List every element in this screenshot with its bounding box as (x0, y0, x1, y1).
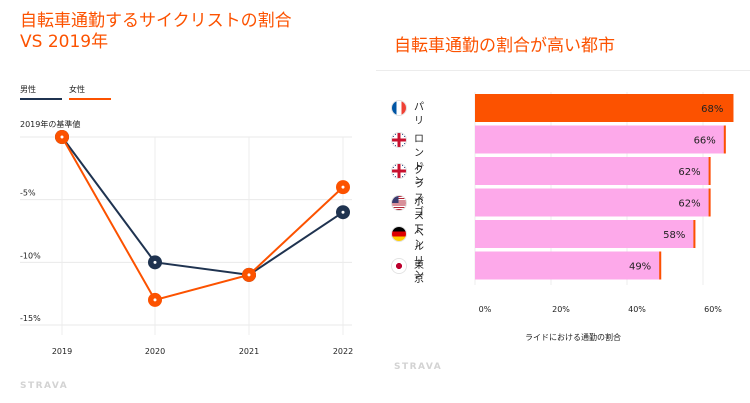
x-tick-label: 60% (704, 305, 722, 314)
left-chart-title-line-2: VS 2019年 (20, 32, 109, 52)
data-point-center (341, 185, 345, 189)
bar (475, 94, 734, 122)
bar-value-label: 68% (701, 104, 723, 115)
bar-cap (708, 188, 711, 217)
bar-value-label: 66% (694, 136, 716, 147)
left-chart-title: 自転車通勤するサイクリストの割合 VS 2019年 (20, 11, 292, 53)
city-label: ボストン (414, 196, 424, 250)
series-line-male (61, 136, 344, 276)
bar-value-label: 58% (663, 230, 685, 241)
bar (475, 157, 711, 185)
right-chart-panel: 自転車通勤の割合が高い都市 0% 20% 40% 60% ライドにおける通勤の割合 68%… (376, 0, 750, 403)
city-label: ロンドン (414, 133, 424, 187)
usa-flag-icon (392, 195, 406, 210)
bar-value-label: 62% (678, 167, 700, 178)
bar-cap (659, 251, 662, 280)
strava-logo-left: STRAVA (20, 381, 69, 391)
x-axis-title: ライドにおける通勤の割合 (525, 332, 621, 342)
y-tick-label: 2019年の基準値 (20, 119, 80, 129)
bar-cap (693, 220, 696, 248)
left-chart-title-line-1: 自転車通勤するサイクリストの割合 (20, 11, 292, 31)
x-tick-label: 2020 (145, 347, 165, 356)
uk-flag-icon (392, 132, 406, 147)
data-point-center (153, 298, 157, 302)
bar-chart: 0% 20% 40% 60% ライドにおける通勤の割合 68% 66% 62% 62% 58% 49… (474, 92, 734, 342)
germany-flag-icon (392, 227, 406, 241)
uk-flag-icon (392, 164, 406, 178)
city-label: ベルリン (414, 228, 424, 281)
x-tick-label: 20% (552, 305, 570, 314)
data-point-center (153, 260, 157, 264)
bar-cap (731, 94, 734, 122)
x-tick-label: 40% (628, 305, 646, 314)
line-chart: 2019年の基準値 -5% -10% -15% 2019 2020 2021 2022 (20, 119, 353, 356)
city-label: グラスゴー (414, 165, 424, 232)
data-point-center (247, 273, 251, 277)
x-tick-label: 2021 (239, 347, 259, 356)
bar-value-label: 62% (678, 199, 700, 210)
y-tick-label: -5% (20, 189, 36, 198)
bar (475, 251, 662, 280)
series-line-female (61, 136, 344, 302)
x-tick-label: 2022 (333, 347, 353, 356)
france-flag-icon (392, 101, 406, 115)
data-point-center (341, 210, 345, 214)
legend-swatch-male (20, 98, 62, 100)
strava-logo-right: STRAVA (394, 362, 443, 372)
legend-swatch-female (69, 98, 111, 100)
bar-cap (723, 125, 726, 154)
data-point-center (60, 135, 64, 139)
x-tick-label: 0% (479, 305, 492, 314)
x-tick-label: 2019 (52, 347, 72, 356)
y-tick-label: -15% (20, 314, 41, 323)
title-divider (376, 70, 750, 71)
legend-label-male: 男性 (20, 85, 36, 94)
bar (475, 188, 711, 217)
y-tick-label: -10% (20, 251, 41, 260)
left-chart-panel: 自転車通勤するサイクリストの割合 VS 2019年 男性 女性 2019年の基準… (0, 0, 372, 403)
bar-value-label: 49% (629, 262, 651, 273)
bar-cap (708, 157, 711, 185)
legend-item-female: 女性 (69, 84, 111, 100)
japan-flag-icon (392, 258, 406, 273)
legend-label-female: 女性 (69, 85, 85, 94)
right-chart-title: 自転車通勤の割合が高い都市 (394, 36, 615, 56)
bar (475, 220, 696, 248)
bar (475, 125, 726, 154)
legend-item-male: 男性 (20, 84, 62, 100)
city-label: パリ (414, 102, 424, 127)
city-label: 東京 (414, 259, 424, 285)
